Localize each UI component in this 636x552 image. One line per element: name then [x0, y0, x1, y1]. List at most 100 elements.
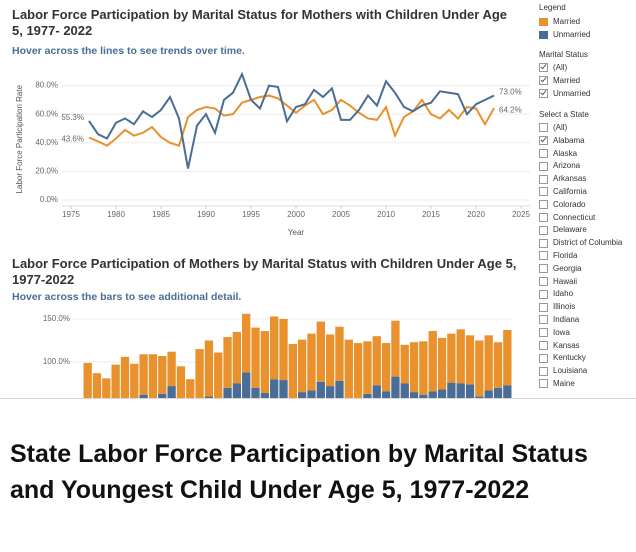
- bar-segment: [307, 390, 316, 398]
- option-label[interactable]: Married: [553, 75, 581, 85]
- filter-option[interactable]: Hawaii: [539, 276, 577, 287]
- filter-option[interactable]: Alaska: [539, 148, 577, 159]
- checkbox[interactable]: [539, 302, 548, 312]
- x-tick-label: 2005: [332, 210, 350, 219]
- option-label[interactable]: (All): [553, 63, 568, 72]
- filter-option[interactable]: District of Columbia: [539, 237, 622, 248]
- checkbox[interactable]: [539, 63, 548, 73]
- checkbox[interactable]: [539, 328, 548, 338]
- filter-option[interactable]: Idaho: [539, 288, 573, 299]
- filter-option[interactable]: Louisiana: [539, 365, 587, 376]
- bar-segment: [456, 329, 465, 384]
- checkbox[interactable]: [539, 276, 548, 286]
- checkbox[interactable]: [539, 225, 548, 235]
- checkbox[interactable]: [539, 379, 548, 389]
- filter-option[interactable]: Kansas: [539, 340, 580, 351]
- bar-chart-title: Labor Force Participation of Mothers by …: [12, 256, 517, 287]
- legend-item: Married: [539, 16, 580, 27]
- bar-segment: [344, 339, 353, 398]
- checkbox[interactable]: [539, 174, 548, 184]
- line-chart-subtitle: Hover across the lines to see trends ove…: [12, 45, 245, 57]
- checkbox[interactable]: [539, 148, 548, 158]
- caption: State Labor Force Participation by Marit…: [10, 440, 588, 504]
- option-label[interactable]: Maine: [553, 379, 575, 388]
- option-label[interactable]: (All): [553, 123, 568, 132]
- option-label[interactable]: District of Columbia: [553, 238, 623, 248]
- y-tick-label: 100.0%: [43, 357, 70, 366]
- option-label[interactable]: Arizona: [553, 161, 581, 171]
- checkbox[interactable]: [539, 136, 548, 146]
- checkbox[interactable]: [539, 340, 548, 350]
- line-chart-title: Labor Force Participation by Marital Sta…: [12, 7, 508, 38]
- y-tick-label: 150.0%: [43, 314, 70, 323]
- filter-option[interactable]: (All): [539, 122, 567, 133]
- option-label[interactable]: Arkansas: [553, 174, 587, 184]
- option-label[interactable]: Hawaii: [553, 276, 578, 286]
- bar-segment: [270, 379, 279, 398]
- option-label[interactable]: Connecticut: [553, 212, 596, 222]
- filter-option[interactable]: Alabama: [539, 135, 585, 146]
- filter-option[interactable]: Delaware: [539, 224, 587, 235]
- option-label[interactable]: Kansas: [553, 340, 580, 350]
- bar-segment: [158, 393, 167, 398]
- checkbox[interactable]: [539, 161, 548, 171]
- filter-option[interactable]: Colorado: [539, 199, 585, 210]
- checkbox[interactable]: [539, 123, 548, 133]
- filter-option[interactable]: Maine: [539, 378, 575, 389]
- filter-option[interactable]: Florida: [539, 250, 577, 261]
- filter-option[interactable]: Arkansas: [539, 173, 586, 184]
- bar-segment: [167, 386, 176, 398]
- filter-option[interactable]: Indiana: [539, 314, 579, 325]
- filter-option[interactable]: Unmarried: [539, 88, 590, 99]
- bar-segment: [111, 364, 120, 398]
- option-label[interactable]: Kentucky: [553, 353, 586, 363]
- option-label[interactable]: Florida: [553, 251, 578, 260]
- checkbox[interactable]: [539, 353, 548, 363]
- checkbox[interactable]: [539, 238, 548, 248]
- filter-option[interactable]: Iowa: [539, 327, 570, 338]
- filter-option[interactable]: Arizona: [539, 160, 580, 171]
- bar-segment: [204, 340, 214, 397]
- checkbox[interactable]: [539, 251, 548, 261]
- x-tick-label: 1975: [62, 210, 80, 219]
- series-line: [88, 94, 495, 147]
- option-label[interactable]: Illinois: [553, 302, 576, 312]
- bar-segment: [120, 356, 130, 398]
- option-label[interactable]: Louisiana: [553, 366, 588, 376]
- checkbox[interactable]: [539, 212, 548, 222]
- filter-option[interactable]: Connecticut: [539, 212, 595, 223]
- checkbox[interactable]: [539, 200, 548, 210]
- option-label[interactable]: Georgia: [553, 263, 582, 273]
- checkbox[interactable]: [539, 88, 548, 98]
- filter-option[interactable]: Illinois: [539, 301, 575, 312]
- checkbox[interactable]: [539, 366, 548, 376]
- filter-option[interactable]: Married: [539, 75, 580, 86]
- legend-item: Unmarried: [539, 29, 590, 40]
- option-label[interactable]: Colorado: [553, 199, 586, 209]
- option-label[interactable]: Alaska: [553, 148, 578, 158]
- filter-option[interactable]: Kentucky: [539, 352, 586, 363]
- bar-segment: [419, 394, 428, 398]
- bar-segment: [335, 326, 344, 381]
- filter-option[interactable]: California: [539, 186, 587, 197]
- bar-segment: [242, 313, 251, 373]
- x-tick-label: 2015: [422, 210, 440, 219]
- option-label[interactable]: Idaho: [553, 289, 574, 299]
- checkbox[interactable]: [539, 76, 548, 86]
- bar-segment: [419, 341, 428, 395]
- option-label[interactable]: California: [553, 187, 587, 196]
- option-label[interactable]: Delaware: [553, 225, 587, 235]
- option-label[interactable]: Indiana: [553, 315, 580, 324]
- filter-title: Select a State: [539, 110, 589, 119]
- option-label[interactable]: Iowa: [553, 327, 570, 337]
- checkbox[interactable]: [539, 187, 548, 197]
- filter-option[interactable]: Georgia: [539, 263, 581, 274]
- checkbox[interactable]: [539, 315, 548, 325]
- bar-chart: 100.0%150.0%Labor Force Participation Ra…: [43, 313, 512, 398]
- option-label[interactable]: Alabama: [553, 135, 585, 145]
- filter-option[interactable]: (All): [539, 62, 567, 73]
- option-label[interactable]: Unmarried: [553, 88, 591, 98]
- checkbox[interactable]: [539, 264, 548, 274]
- bar-segment: [456, 383, 465, 398]
- checkbox[interactable]: [539, 289, 548, 299]
